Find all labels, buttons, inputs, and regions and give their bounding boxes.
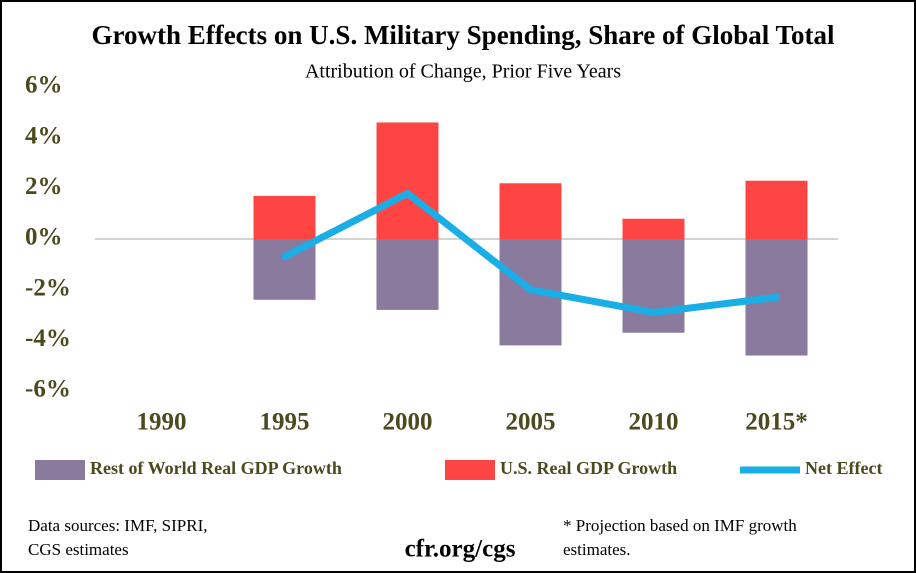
legend-label: Net Effect bbox=[805, 458, 882, 478]
x-tick-label: 1995 bbox=[260, 409, 310, 436]
bar bbox=[622, 218, 685, 239]
x-tick-label: 2015* bbox=[745, 409, 808, 436]
chart-subtitle: Attribution of Change, Prior Five Years bbox=[305, 61, 621, 83]
legend-swatch bbox=[35, 460, 85, 480]
y-tick-label: -6% bbox=[25, 376, 71, 403]
footnote: * Projection based on IMF growth bbox=[563, 516, 797, 535]
y-tick-label: 4% bbox=[25, 122, 63, 149]
x-tick-label: 2000 bbox=[383, 409, 433, 436]
legend-swatch bbox=[445, 460, 495, 480]
source-note: CGS estimates bbox=[28, 540, 129, 559]
line bbox=[281, 189, 780, 316]
bar bbox=[499, 183, 562, 239]
legend-label: Rest of World Real GDP Growth bbox=[90, 458, 342, 478]
bar bbox=[376, 122, 439, 239]
y-tick-label: -2% bbox=[25, 274, 71, 301]
y-tick-label: 6% bbox=[25, 72, 63, 99]
x-tick-label: 2010 bbox=[629, 409, 679, 436]
bar bbox=[745, 180, 808, 239]
y-tick-label: 2% bbox=[25, 173, 63, 200]
x-tick-label: 2005 bbox=[506, 409, 556, 436]
x-tick-label: 1990 bbox=[137, 409, 187, 436]
legend-label: U.S. Real GDP Growth bbox=[500, 458, 677, 478]
bar bbox=[253, 195, 316, 239]
bar bbox=[376, 239, 439, 310]
chart-title: Growth Effects on U.S. Military Spending… bbox=[91, 20, 835, 50]
footnote: estimates. bbox=[563, 540, 631, 559]
source-note: Data sources: IMF, SIPRI, bbox=[28, 516, 208, 535]
y-tick-label: -4% bbox=[25, 325, 71, 352]
site-label: cfr.org/cgs bbox=[405, 536, 516, 563]
y-tick-label: 0% bbox=[25, 224, 63, 251]
bar bbox=[622, 239, 685, 333]
